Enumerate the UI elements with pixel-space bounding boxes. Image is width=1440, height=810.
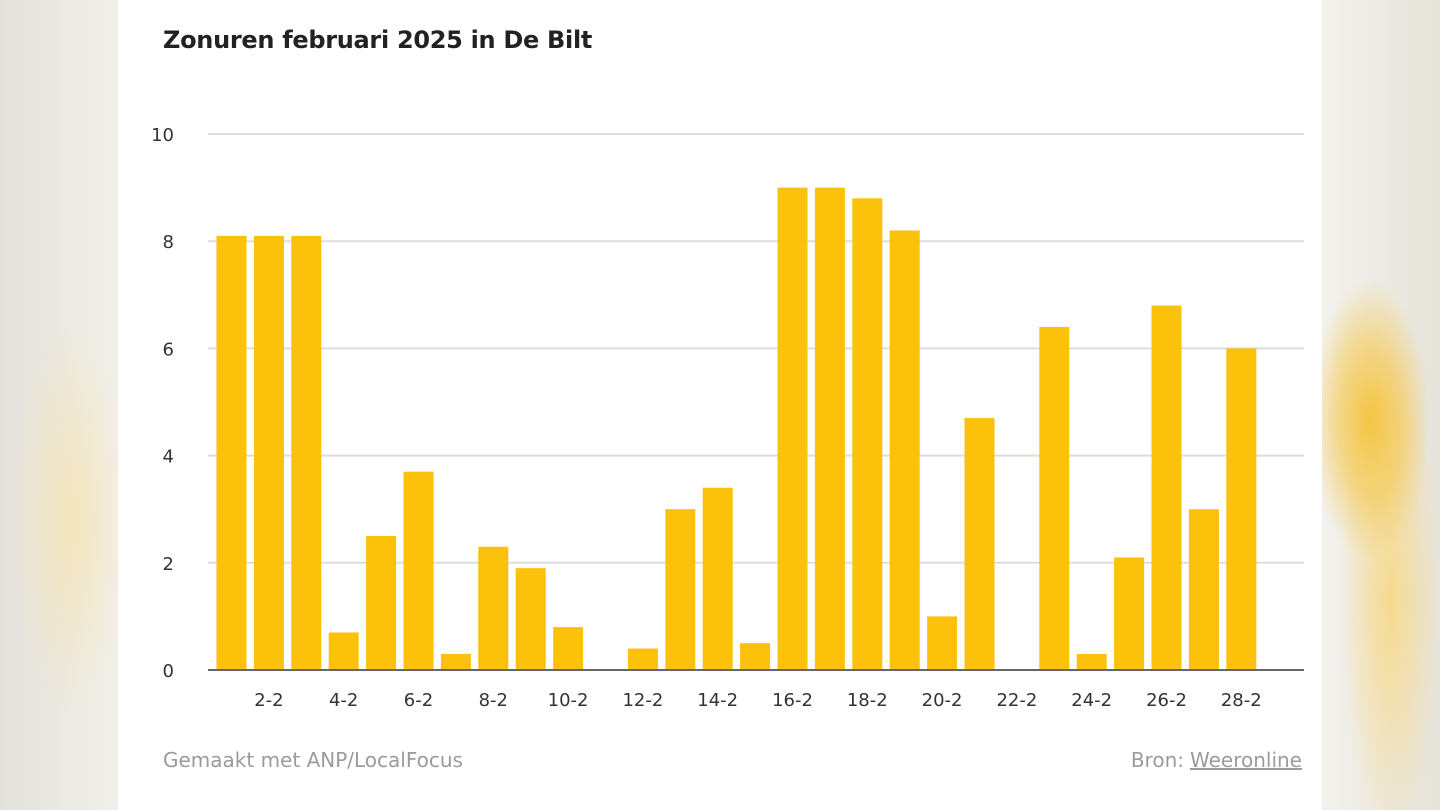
bar-9-2[interactable] <box>515 568 546 670</box>
y-tick-label: 2 <box>163 554 174 575</box>
credit-text: Gemaakt met ANP/LocalFocus <box>163 748 463 772</box>
x-tick-label: 16-2 <box>772 690 813 711</box>
x-tick-label: 6-2 <box>404 690 433 711</box>
bar-8-2[interactable] <box>478 546 509 670</box>
x-tick-label: 14-2 <box>697 690 738 711</box>
x-tick-label: 28-2 <box>1221 690 1262 711</box>
chart-title: Zonuren februari 2025 in De Bilt <box>163 26 593 54</box>
bar-13-2[interactable] <box>665 509 696 670</box>
bar-5-2[interactable] <box>366 536 397 670</box>
y-tick-label: 4 <box>163 447 174 468</box>
bar-23-2[interactable] <box>1039 326 1070 670</box>
gridlines <box>208 133 1304 564</box>
x-tick-label: 10-2 <box>548 690 589 711</box>
bar-17-2[interactable] <box>814 187 845 670</box>
bar-24-2[interactable] <box>1076 653 1107 670</box>
bar-14-2[interactable] <box>702 487 733 670</box>
bar-26-2[interactable] <box>1151 305 1182 670</box>
x-tick-label: 20-2 <box>922 690 963 711</box>
x-tick-label: 8-2 <box>479 690 508 711</box>
bar-4-2[interactable] <box>328 632 359 670</box>
x-tick-label: 18-2 <box>847 690 888 711</box>
y-tick-label: 8 <box>163 232 174 253</box>
y-tick-label: 10 <box>151 125 174 146</box>
bar-1-2[interactable] <box>216 235 247 670</box>
x-tick-label: 26-2 <box>1146 690 1187 711</box>
y-tick-label: 6 <box>163 339 174 360</box>
y-tick-label: 0 <box>163 661 174 682</box>
bar-27-2[interactable] <box>1188 509 1219 670</box>
bar-3-2[interactable] <box>291 235 322 670</box>
x-tick-label: 12-2 <box>622 690 663 711</box>
source-label: Bron: <box>1130 748 1184 772</box>
source: Bron: Weeronline <box>1131 748 1302 772</box>
bar-21-2[interactable] <box>964 418 995 670</box>
bar-2-2[interactable] <box>253 235 284 670</box>
x-tick-label: 2-2 <box>254 690 283 711</box>
bar-chart: 0 2 4 6 8 10 2-2 4-2 6-2 8-2 10-2 12-2 14-2 16-2 18-2… <box>151 125 1304 711</box>
bar-10-2[interactable] <box>553 627 584 670</box>
x-tick-label: 22-2 <box>996 690 1037 711</box>
bar-6-2[interactable] <box>403 471 434 670</box>
x-tick-label: 4-2 <box>329 690 358 711</box>
bar-20-2[interactable] <box>927 616 958 670</box>
bar-28-2[interactable] <box>1226 348 1257 670</box>
bar-16-2[interactable] <box>777 187 808 670</box>
chart-card: Zonuren februari 2025 in De Bilt 0 2 4 6 8 10… <box>118 0 1322 810</box>
bar-25-2[interactable] <box>1114 557 1145 670</box>
x-tick-label: 24-2 <box>1071 690 1112 711</box>
bar-12-2[interactable] <box>627 648 658 670</box>
y-axis-ticks: 0 2 4 6 8 10 <box>151 125 174 682</box>
bar-18-2[interactable] <box>852 198 883 670</box>
x-axis-ticks: 2-2 4-2 6-2 8-2 10-2 12-2 14-2 16-2 18-2 20-2 22-2… <box>254 690 1262 711</box>
source-link[interactable]: Weeronline <box>1189 748 1302 772</box>
bar-19-2[interactable] <box>889 230 920 671</box>
bars <box>216 187 1257 671</box>
bar-15-2[interactable] <box>740 643 771 670</box>
bar-7-2[interactable] <box>440 653 471 670</box>
